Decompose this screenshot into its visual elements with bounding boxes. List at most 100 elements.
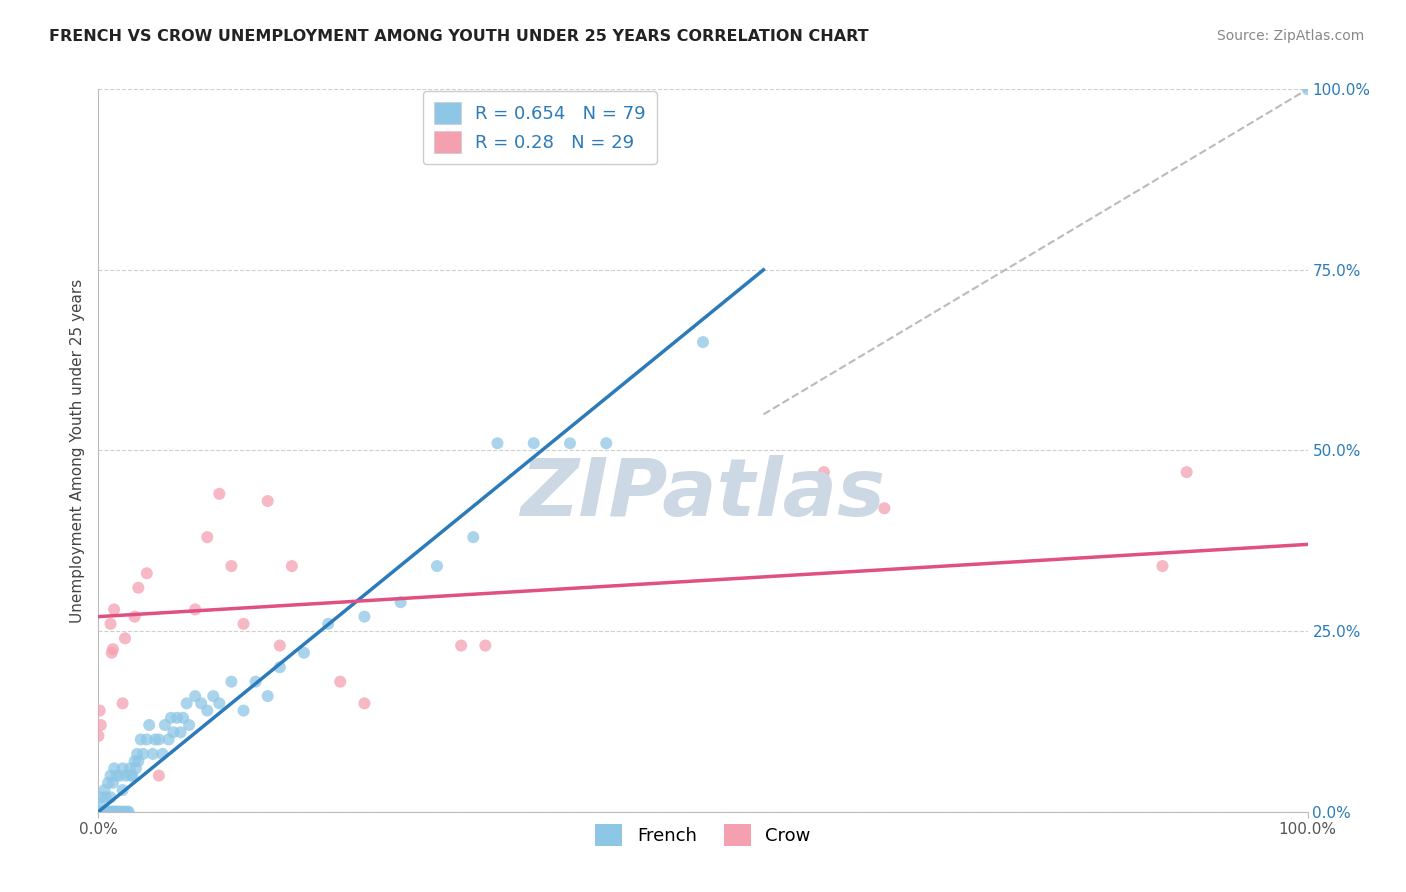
Point bbox=[132, 747, 155, 761]
Point bbox=[202, 689, 225, 703]
Point bbox=[195, 704, 218, 718]
Point bbox=[190, 696, 212, 710]
Point bbox=[558, 436, 581, 450]
Point bbox=[269, 660, 291, 674]
Point bbox=[100, 805, 122, 819]
Point bbox=[162, 725, 184, 739]
Point bbox=[256, 689, 278, 703]
Point bbox=[1152, 559, 1174, 574]
Point bbox=[105, 805, 128, 819]
Point bbox=[169, 725, 191, 739]
Text: Source: ZipAtlas.com: Source: ZipAtlas.com bbox=[1216, 29, 1364, 43]
Point bbox=[153, 718, 176, 732]
Point bbox=[245, 674, 267, 689]
Point bbox=[142, 747, 165, 761]
Point bbox=[463, 530, 485, 544]
Point bbox=[184, 602, 207, 616]
Point bbox=[107, 805, 129, 819]
Point bbox=[108, 805, 131, 819]
Point bbox=[208, 696, 231, 710]
Point bbox=[111, 761, 134, 775]
Point bbox=[135, 732, 157, 747]
Point bbox=[179, 718, 201, 732]
Point bbox=[100, 769, 122, 783]
Point bbox=[595, 436, 617, 450]
Point bbox=[125, 761, 148, 775]
Point bbox=[93, 805, 115, 819]
Point bbox=[1296, 82, 1319, 96]
Point bbox=[90, 718, 112, 732]
Point bbox=[127, 747, 149, 761]
Point bbox=[112, 805, 135, 819]
Point bbox=[89, 797, 111, 812]
Point bbox=[813, 465, 835, 479]
Point bbox=[103, 761, 125, 775]
Point bbox=[135, 566, 157, 581]
Point bbox=[127, 754, 149, 768]
Point bbox=[100, 790, 122, 805]
Point bbox=[329, 674, 352, 689]
Point bbox=[97, 776, 120, 790]
Point bbox=[105, 769, 128, 783]
Point bbox=[89, 704, 111, 718]
Point bbox=[87, 729, 110, 743]
Point bbox=[120, 769, 142, 783]
Point bbox=[148, 769, 170, 783]
Point bbox=[281, 559, 304, 574]
Point bbox=[118, 805, 141, 819]
Point bbox=[108, 769, 131, 783]
Point bbox=[96, 805, 118, 819]
Point bbox=[121, 769, 143, 783]
Point bbox=[124, 754, 146, 768]
Point bbox=[256, 494, 278, 508]
Point bbox=[523, 436, 546, 450]
Point bbox=[114, 805, 136, 819]
Point bbox=[172, 711, 194, 725]
Point bbox=[176, 696, 198, 710]
Point bbox=[166, 711, 188, 725]
Point bbox=[90, 790, 112, 805]
Y-axis label: Unemployment Among Youth under 25 years: Unemployment Among Youth under 25 years bbox=[69, 278, 84, 623]
Point bbox=[157, 732, 180, 747]
Point bbox=[127, 581, 149, 595]
Point bbox=[103, 805, 125, 819]
Point bbox=[101, 642, 124, 657]
Point bbox=[232, 704, 254, 718]
Point bbox=[148, 732, 170, 747]
Point bbox=[486, 436, 509, 450]
Point bbox=[316, 616, 339, 631]
Point bbox=[98, 805, 121, 819]
Point bbox=[93, 783, 115, 797]
Point bbox=[873, 501, 896, 516]
Text: FRENCH VS CROW UNEMPLOYMENT AMONG YOUTH UNDER 25 YEARS CORRELATION CHART: FRENCH VS CROW UNEMPLOYMENT AMONG YOUTH … bbox=[49, 29, 869, 44]
Point bbox=[100, 805, 122, 819]
Point bbox=[104, 805, 127, 819]
Point bbox=[114, 632, 136, 646]
Point bbox=[426, 559, 449, 574]
Point bbox=[101, 805, 124, 819]
Point bbox=[221, 674, 243, 689]
Legend: French, Crow: French, Crow bbox=[588, 817, 818, 854]
Point bbox=[450, 639, 472, 653]
Point bbox=[110, 805, 132, 819]
Point bbox=[389, 595, 412, 609]
Point bbox=[138, 718, 160, 732]
Point bbox=[117, 805, 139, 819]
Point bbox=[221, 559, 243, 574]
Point bbox=[232, 616, 254, 631]
Point bbox=[160, 711, 183, 725]
Point bbox=[1175, 465, 1198, 479]
Point bbox=[94, 790, 117, 805]
Point bbox=[100, 646, 122, 660]
Point bbox=[118, 761, 141, 775]
Point bbox=[111, 696, 134, 710]
Point bbox=[692, 334, 714, 349]
Point bbox=[152, 747, 174, 761]
Point bbox=[111, 783, 134, 797]
Point bbox=[103, 602, 125, 616]
Point bbox=[91, 805, 114, 819]
Point bbox=[208, 487, 231, 501]
Point bbox=[143, 732, 166, 747]
Point bbox=[124, 609, 146, 624]
Point bbox=[129, 732, 152, 747]
